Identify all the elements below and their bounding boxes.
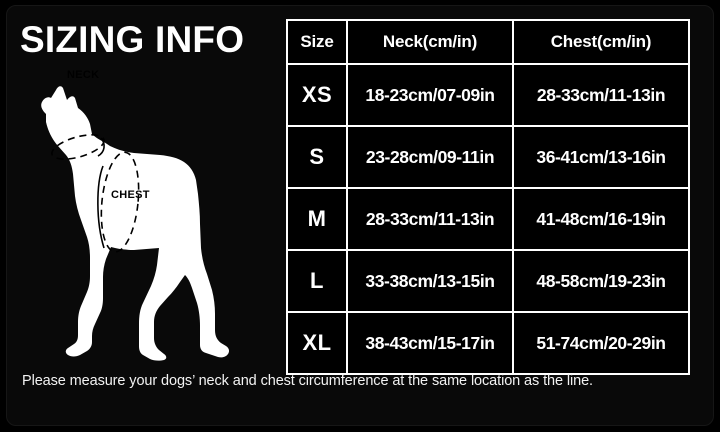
- neck-measure-front: [97, 137, 105, 157]
- chest-label: CHEST: [111, 189, 150, 201]
- cell-size: S: [286, 125, 348, 189]
- column-header-size: Size: [286, 19, 348, 65]
- cell-chest: 28-33cm/11-13in: [512, 63, 690, 127]
- table-row: XS 18-23cm/07-09in 28-33cm/11-13in: [286, 63, 690, 127]
- cell-neck: 18-23cm/07-09in: [346, 63, 514, 127]
- cell-neck: 33-38cm/13-15in: [346, 249, 514, 313]
- cell-size: L: [286, 249, 348, 313]
- chest-measure-ellipse: [100, 151, 140, 253]
- measurement-instructions: Please measure your dogs’ neck and chest…: [22, 373, 593, 389]
- cell-size: XL: [286, 311, 348, 375]
- dog-illustration: NECK CHEST: [18, 62, 280, 362]
- dog-body-shape: [41, 86, 230, 361]
- cell-chest: 36-41cm/13-16in: [512, 125, 690, 189]
- cell-size: XS: [286, 63, 348, 127]
- dog-silhouette-svg: [41, 86, 230, 361]
- cell-neck: 28-33cm/11-13in: [346, 187, 514, 251]
- neck-measure-ellipse: [51, 134, 105, 160]
- cell-neck: 38-43cm/15-17in: [346, 311, 514, 375]
- chest-measure-front: [97, 165, 105, 249]
- sizing-table: Size Neck(cm/in) Chest(cm/in) XS 18-23cm…: [286, 19, 690, 375]
- table-row: M 28-33cm/11-13in 41-48cm/16-19in: [286, 187, 690, 251]
- table-row: L 33-38cm/13-15in 48-58cm/19-23in: [286, 249, 690, 313]
- neck-label: NECK: [67, 69, 100, 81]
- table-row: XL 38-43cm/15-17in 51-74cm/20-29in: [286, 311, 690, 375]
- cell-chest: 48-58cm/19-23in: [512, 249, 690, 313]
- table-row: S 23-28cm/09-11in 36-41cm/13-16in: [286, 125, 690, 189]
- column-header-neck: Neck(cm/in): [346, 19, 514, 65]
- cell-size: M: [286, 187, 348, 251]
- table-header-row: Size Neck(cm/in) Chest(cm/in): [286, 19, 690, 65]
- page-title: SIZING INFO: [20, 19, 245, 60]
- cell-neck: 23-28cm/09-11in: [346, 125, 514, 189]
- cell-chest: 41-48cm/16-19in: [512, 187, 690, 251]
- column-header-chest: Chest(cm/in): [512, 19, 690, 65]
- cell-chest: 51-74cm/20-29in: [512, 311, 690, 375]
